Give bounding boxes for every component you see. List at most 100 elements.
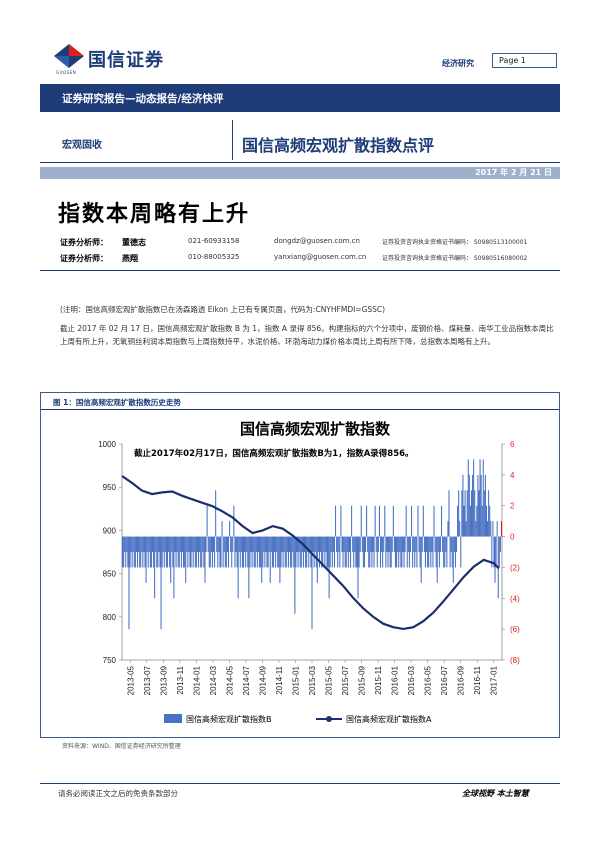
bar-b xyxy=(283,536,285,552)
bar-b xyxy=(376,536,378,568)
bar-b xyxy=(378,505,380,537)
bar-b xyxy=(170,536,172,583)
bar-b xyxy=(392,505,394,537)
bar-b xyxy=(474,490,476,537)
bar-b xyxy=(190,536,192,568)
bar-b xyxy=(200,536,202,568)
bar-b xyxy=(215,490,217,537)
bar-b xyxy=(360,505,362,537)
bar-b xyxy=(260,536,262,568)
bar-b xyxy=(250,536,252,552)
figure-source: 资料来源：WIND、国信证券经济研究所整理 xyxy=(62,743,181,750)
bar-b xyxy=(173,536,175,599)
bar-b xyxy=(421,536,423,552)
bar-b xyxy=(450,536,452,552)
bar-b xyxy=(495,536,497,568)
bar-b xyxy=(369,536,371,568)
bar-b xyxy=(415,536,417,552)
bar-b xyxy=(480,474,482,537)
x-tick-label: 2013-05 xyxy=(126,665,135,695)
bar-b xyxy=(159,536,161,568)
report-headline: 国信高频宏观扩散指数点评 xyxy=(242,136,435,155)
left-tick-label: 1000 xyxy=(98,440,116,449)
bar-b xyxy=(379,536,382,568)
bar-b xyxy=(185,536,187,583)
bar-b xyxy=(295,536,297,568)
bar-b xyxy=(214,536,216,568)
bar-b xyxy=(401,536,403,568)
bar-b xyxy=(183,536,185,568)
bar-b xyxy=(248,536,250,599)
x-tick-label: 2016-05 xyxy=(424,665,433,695)
bar-b xyxy=(490,521,492,537)
bar-b xyxy=(146,536,148,552)
bar-b xyxy=(412,536,414,568)
x-tick-label: 2016-01 xyxy=(391,665,400,695)
bar-b xyxy=(180,536,182,568)
bar-b xyxy=(211,536,213,568)
bar-b xyxy=(163,536,165,568)
analyst-phone: 021-60933158 xyxy=(188,237,240,245)
bar-b xyxy=(350,536,352,568)
bar-b xyxy=(225,536,227,568)
bar-b xyxy=(156,536,158,568)
x-tick-label: 2016-07 xyxy=(440,665,449,695)
bar-b xyxy=(396,536,398,568)
bar-b xyxy=(357,536,359,599)
guosen-logo-icon xyxy=(54,44,84,68)
bar-b xyxy=(296,536,298,552)
bar-b xyxy=(277,536,279,568)
bar-b xyxy=(371,536,373,568)
bar-b xyxy=(496,521,498,537)
bar-b xyxy=(388,536,390,552)
bar-b xyxy=(405,505,407,537)
bar-b xyxy=(129,536,131,568)
bar-b xyxy=(332,536,334,552)
bar-b xyxy=(236,536,238,568)
bar-b xyxy=(476,505,478,537)
bar-b xyxy=(128,536,130,630)
x-tick-label: 2014-11 xyxy=(275,665,284,694)
bar-b xyxy=(344,536,346,568)
report-type-text: 证券研究报告—动态报告/经济快评 xyxy=(62,93,224,105)
bar-b xyxy=(329,536,331,568)
bar-b xyxy=(494,536,496,583)
bar-b xyxy=(196,536,198,552)
analyst-name: 燕翔 xyxy=(122,254,138,263)
bar-b xyxy=(348,536,350,552)
bar-b xyxy=(368,536,370,568)
bar-b xyxy=(346,536,348,552)
left-tick-label: 900 xyxy=(103,526,117,535)
bar-b xyxy=(431,536,433,552)
bar-b xyxy=(218,536,220,552)
bar-b xyxy=(377,536,379,552)
bar-b xyxy=(394,536,397,568)
disclaimer-notice: 请务必阅读正文之后的免责条款部分 xyxy=(58,789,178,798)
bar-b xyxy=(252,536,254,552)
bar-b xyxy=(239,536,241,568)
bar-b xyxy=(352,536,354,552)
bar-b xyxy=(435,536,437,568)
bar-b xyxy=(449,536,451,568)
bar-b xyxy=(284,536,286,568)
bar-b xyxy=(491,536,493,568)
figure-label: 图 1：国信高频宏观扩散指数历史走势 xyxy=(53,398,181,407)
bar-b xyxy=(340,505,342,537)
bar-b xyxy=(381,536,383,552)
bar-b xyxy=(240,536,242,552)
bar-b xyxy=(259,536,261,568)
line-a xyxy=(121,475,500,631)
bar-b xyxy=(151,536,154,552)
bar-b xyxy=(229,521,231,537)
bar-b xyxy=(266,536,268,568)
bar-b xyxy=(500,521,502,537)
bar-b xyxy=(194,536,196,568)
bar-b xyxy=(279,536,281,583)
bar-b xyxy=(473,459,475,537)
bar-b xyxy=(278,536,280,568)
bar-b xyxy=(454,536,456,568)
x-tick-label: 2013-07 xyxy=(143,665,152,695)
right-tick-label: (6) xyxy=(510,625,520,634)
bar-b xyxy=(416,536,418,568)
bar-b xyxy=(245,536,247,568)
